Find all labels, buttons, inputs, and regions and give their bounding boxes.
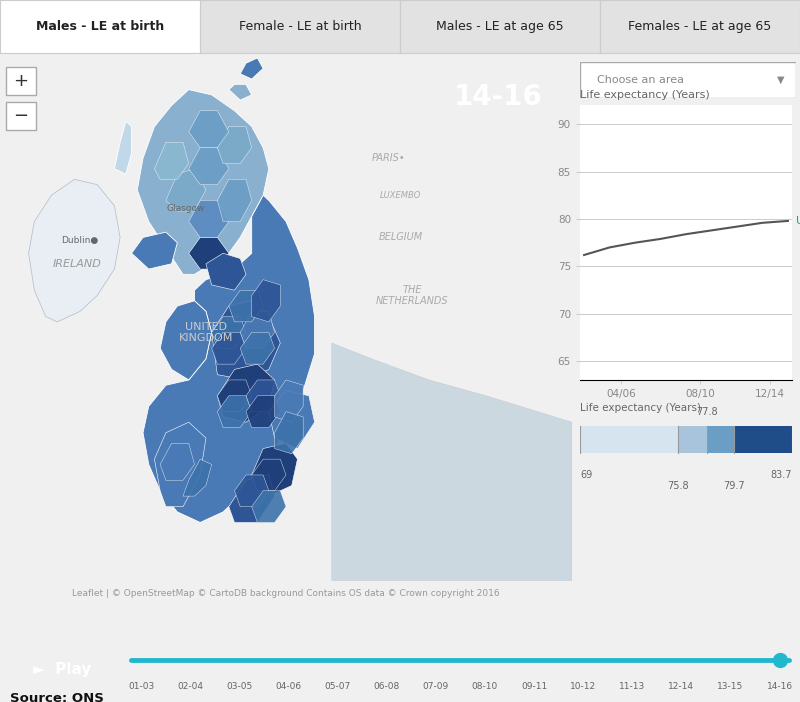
Text: 09-11: 09-11 [521,682,547,691]
Text: 03-05: 03-05 [226,682,253,691]
Text: THE
NETHERLANDS: THE NETHERLANDS [375,285,448,306]
Text: BELGIUM: BELGIUM [378,232,422,242]
Text: ►  Play: ► Play [33,662,91,677]
Polygon shape [252,459,286,491]
Text: 08-10: 08-10 [472,682,498,691]
Polygon shape [240,311,274,348]
Polygon shape [212,333,246,364]
Polygon shape [189,201,229,237]
Text: 02-04: 02-04 [178,682,203,691]
Bar [580,426,678,453]
Polygon shape [252,279,280,322]
Polygon shape [166,168,206,211]
Text: 01-03: 01-03 [128,682,154,691]
Polygon shape [218,364,274,422]
Polygon shape [252,491,286,522]
Text: Female - LE at birth: Female - LE at birth [238,20,362,33]
Polygon shape [240,333,274,364]
Polygon shape [246,396,280,428]
Text: −: − [14,107,28,125]
Bar [734,426,792,453]
Text: 11-13: 11-13 [619,682,646,691]
Text: 14-16: 14-16 [454,83,542,110]
Polygon shape [229,290,263,322]
Text: Males - LE at age 65: Males - LE at age 65 [436,20,564,33]
Bar [6,102,36,130]
Polygon shape [246,380,280,411]
Polygon shape [212,300,280,380]
Text: Females - LE at age 65: Females - LE at age 65 [628,20,772,33]
Text: Life expectancy (Years): Life expectancy (Years) [580,91,710,100]
Text: Choose an area: Choose an area [598,75,684,85]
Text: Glasgow: Glasgow [166,204,205,213]
Text: PARIS•: PARIS• [372,153,406,164]
Polygon shape [332,343,572,581]
Polygon shape [138,90,269,274]
Text: ▼: ▼ [777,75,785,85]
Bar [734,426,792,453]
Polygon shape [212,317,246,348]
Text: Males - LE at birth: Males - LE at birth [36,20,164,33]
Text: IRELAND: IRELAND [53,259,102,269]
Polygon shape [160,300,212,380]
Polygon shape [154,422,206,507]
Polygon shape [143,195,314,522]
Polygon shape [218,396,252,428]
Polygon shape [206,253,246,290]
Bar [678,426,707,453]
Text: 10-12: 10-12 [570,682,596,691]
Polygon shape [218,380,252,411]
Text: Dublin●: Dublin● [62,236,98,244]
Polygon shape [274,411,303,454]
Bar [400,0,600,53]
Text: 79.7: 79.7 [723,481,745,491]
Polygon shape [154,143,189,179]
Polygon shape [189,237,229,269]
Text: 12-14: 12-14 [669,682,694,691]
Text: 83.7: 83.7 [770,470,792,480]
Polygon shape [229,475,274,522]
Bar [0,0,200,53]
Polygon shape [218,179,252,222]
Bar [200,0,400,53]
Bar [600,0,800,53]
Polygon shape [269,390,314,449]
Polygon shape [252,443,298,496]
Polygon shape [240,58,263,79]
Polygon shape [189,147,229,185]
Bar [6,67,36,95]
Text: UNITED
KINGDOM: UNITED KINGDOM [178,322,233,343]
Text: Leaflet | © OpenStreetMap © CartoDB background Contains OS data © Crown copyrigh: Leaflet | © OpenStreetMap © CartoDB back… [72,590,500,598]
Text: Life expectancy (Years): Life expectancy (Years) [580,403,701,413]
Text: 69: 69 [580,470,592,480]
Bar [707,426,734,453]
Polygon shape [229,84,252,100]
Text: 13-15: 13-15 [718,682,744,691]
Text: 06-08: 06-08 [374,682,400,691]
Polygon shape [189,111,229,147]
Text: 14-16: 14-16 [766,682,793,691]
Polygon shape [218,126,252,164]
Text: 04-06: 04-06 [275,682,302,691]
Polygon shape [29,179,120,322]
Text: Source: ONS: Source: ONS [10,691,103,702]
Polygon shape [183,459,212,496]
Text: +: + [14,72,28,90]
Text: 77.8: 77.8 [696,407,718,417]
Polygon shape [131,232,178,269]
Polygon shape [114,121,131,174]
Polygon shape [234,475,269,507]
Text: 07-09: 07-09 [422,682,449,691]
Text: UK: UK [796,216,800,226]
Text: 05-07: 05-07 [325,682,350,691]
Text: LUXEMBO: LUXEMBO [380,191,421,199]
Polygon shape [160,443,194,480]
Polygon shape [274,380,303,422]
Text: 75.8: 75.8 [667,481,689,491]
